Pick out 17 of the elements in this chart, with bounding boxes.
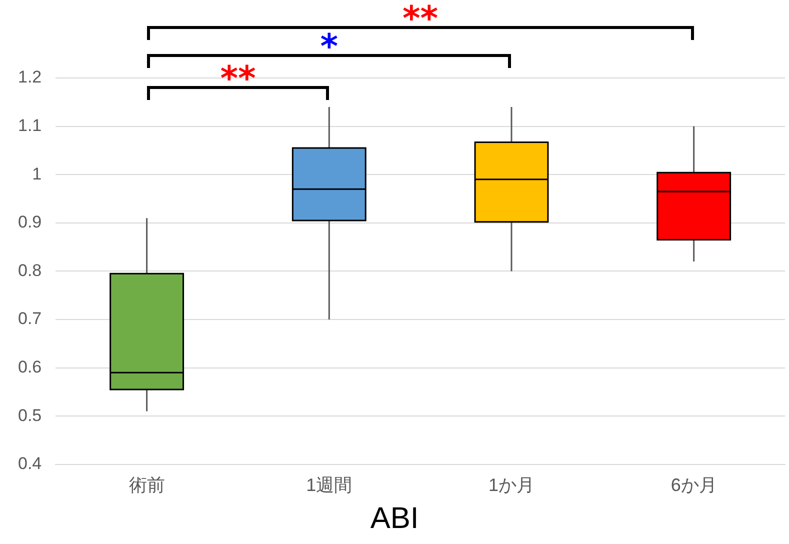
y-tick-label: 0.5: [18, 406, 42, 425]
y-tick-label: 0.4: [18, 454, 42, 474]
x-tick-label: 1週間: [306, 475, 352, 496]
y-tick-label: 1: [32, 164, 42, 184]
x-tick-label: 6か月: [670, 475, 717, 496]
y-tick-label: 1.1: [18, 116, 42, 135]
x-tick-label: 1か月: [488, 475, 534, 496]
y-tick-label: 1.2: [18, 68, 42, 87]
y-tick-label: 0.6: [18, 357, 42, 376]
text: *: [320, 27, 338, 67]
text: **: [402, 0, 438, 39]
y-tick-label: 0.7: [18, 309, 42, 328]
y-tick-label: 0.9: [18, 212, 42, 232]
x-tick-label: 術前: [128, 475, 165, 496]
x-axis-title: ABI: [369, 502, 420, 536]
annotation: **: [220, 59, 256, 99]
y-tick-label: 0.8: [18, 260, 42, 280]
